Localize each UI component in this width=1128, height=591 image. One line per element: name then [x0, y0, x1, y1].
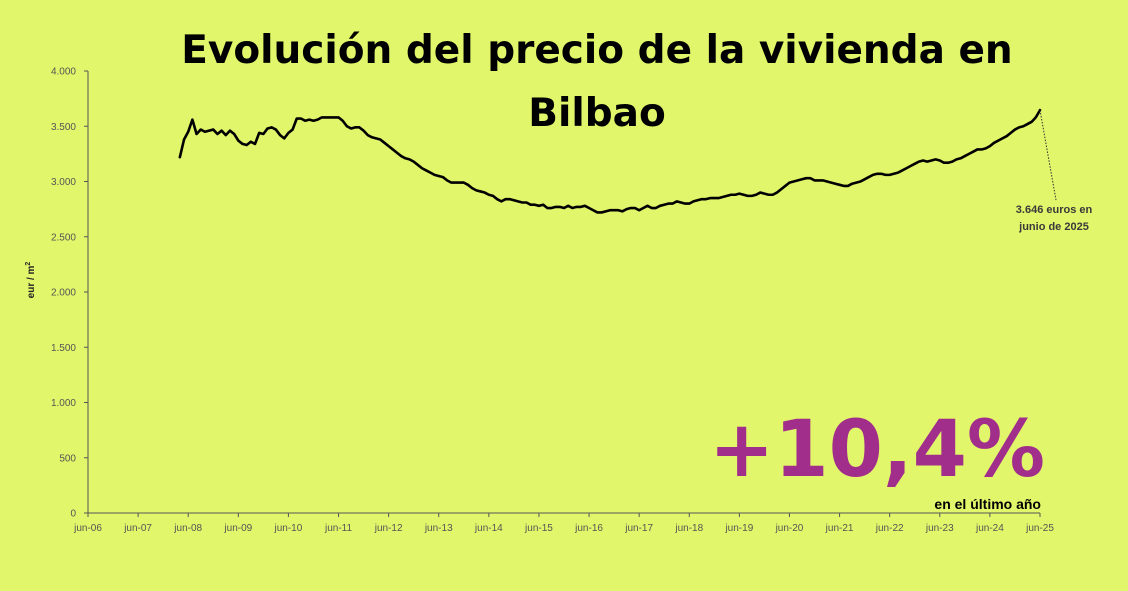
x-tick-label: jun-09	[223, 523, 252, 534]
x-tick-label: jun-16	[574, 523, 603, 534]
x-tick-label: jun-18	[674, 523, 703, 534]
y-tick-label: 1.000	[51, 398, 76, 409]
y-tick-label: 0	[70, 509, 76, 520]
x-tick-label: jun-24	[975, 523, 1004, 534]
chart-title-line-2: Bilbao	[528, 91, 666, 136]
y-axis-label-superscript: 2	[25, 262, 32, 266]
x-tick-label: jun-17	[624, 523, 653, 534]
y-tick-label: 2.500	[51, 232, 76, 243]
y-tick-label: 1.500	[51, 343, 76, 354]
x-tick-label: jun-23	[925, 523, 954, 534]
x-tick-label: jun-19	[724, 523, 753, 534]
annotation-line-1: 3.646 euros en	[1016, 204, 1093, 216]
annual-change-value: +10,4%	[709, 405, 1045, 495]
y-tick-label: 3.000	[51, 177, 76, 188]
x-tick-label: jun-22	[875, 523, 904, 534]
y-tick-label: 4.000	[51, 67, 76, 78]
x-tick-label: jun-14	[474, 523, 503, 534]
tick-labels: 0 500 1.000 1.500 2.000 2.500 3.000 3.500 4.000 j…	[51, 67, 1054, 535]
y-axis-label: eur / m2	[25, 262, 37, 299]
annotation-leader-line	[1039, 110, 1057, 201]
x-tick-label: jun-10	[274, 523, 303, 534]
annual-change-caption: en el último año	[934, 496, 1041, 512]
x-tick-label: jun-20	[775, 523, 804, 534]
x-tick-label: jun-15	[524, 523, 553, 534]
price-series-line	[178, 108, 1042, 214]
y-tick-label: 3.500	[51, 122, 76, 133]
x-tick-label: jun-21	[825, 523, 854, 534]
x-tick-label: jun-07	[123, 523, 152, 534]
x-tick-label: jun-11	[324, 523, 352, 534]
annotation-line-2: junio de 2025	[1018, 221, 1089, 233]
y-tick-label: 500	[59, 453, 76, 464]
chart-title-line-1: Evolución del precio de la vivienda en	[181, 28, 1012, 73]
x-tick-label: jun-12	[374, 523, 403, 534]
x-tick-label: jun-06	[73, 523, 102, 534]
y-tick-label: 2.000	[51, 288, 76, 299]
x-tick-label: jun-13	[424, 523, 453, 534]
x-tick-label: jun-08	[173, 523, 202, 534]
x-tick-label: jun-25	[1025, 523, 1054, 534]
